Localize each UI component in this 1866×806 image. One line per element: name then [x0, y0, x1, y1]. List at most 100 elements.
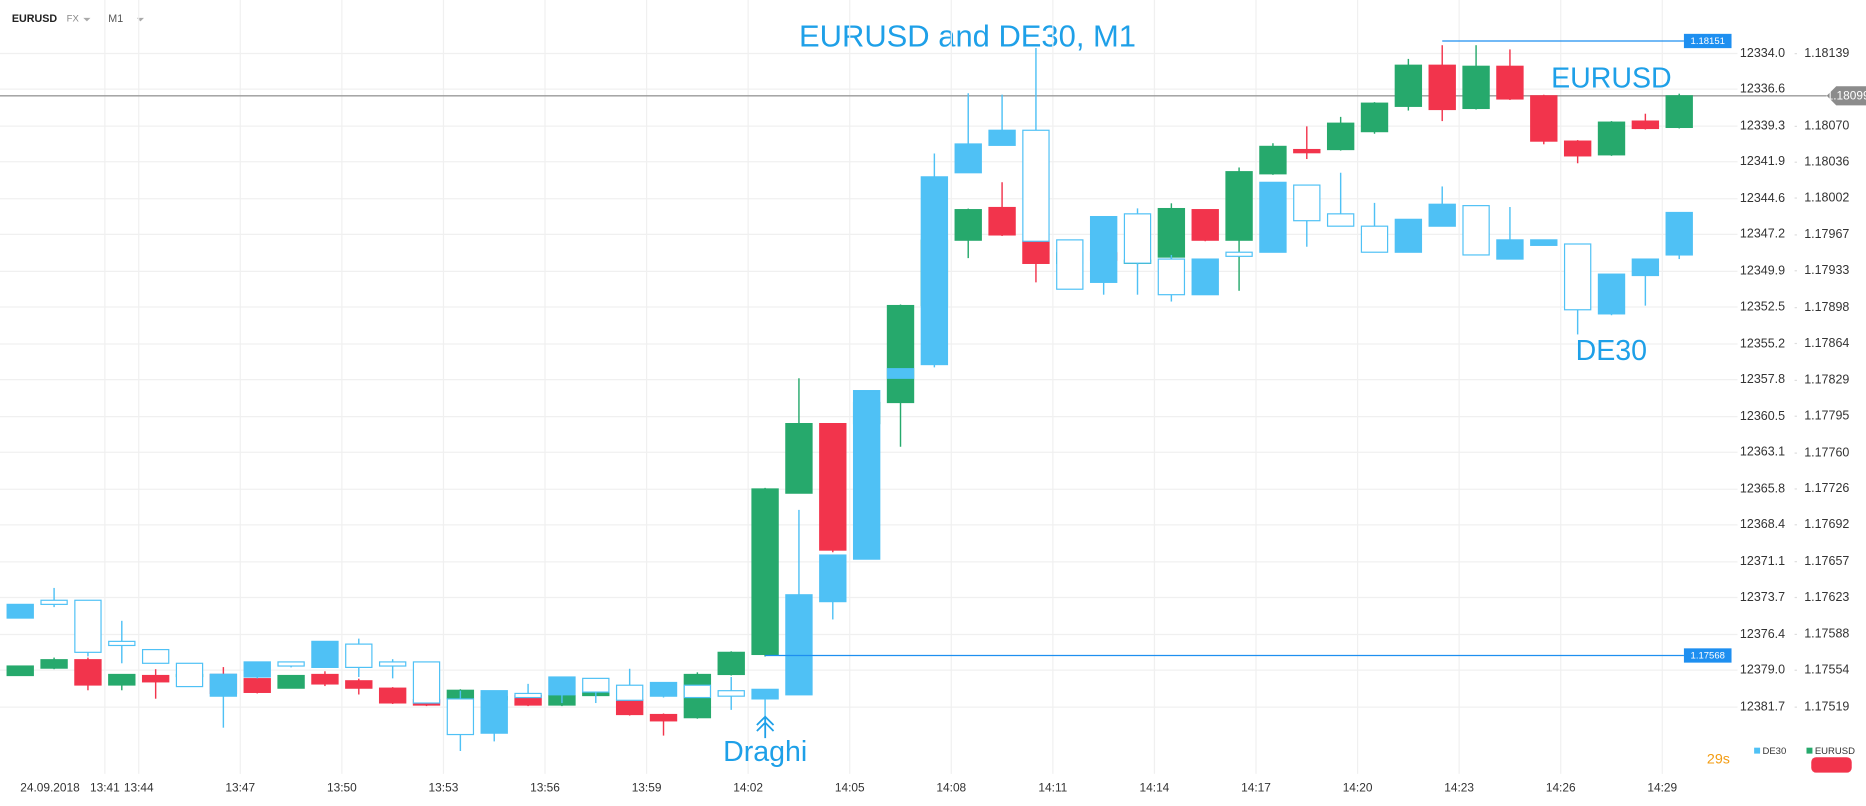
- y-tick-label: 12344.6: [1740, 191, 1785, 205]
- candle-body: [412, 661, 441, 704]
- current-price-tag: [1826, 86, 1866, 106]
- candle-body: [1293, 148, 1321, 154]
- y2-tick-label: 1.17829: [1804, 373, 1849, 387]
- caret: [83, 17, 91, 22]
- candle-body: [1225, 251, 1253, 257]
- x-tick-label: 14:17: [1241, 780, 1271, 794]
- x-tick-label: 14:23: [1444, 780, 1474, 794]
- candle-body: [514, 692, 542, 699]
- candle-body: [311, 673, 339, 685]
- candle-body: [1326, 213, 1355, 227]
- candle-body: [1530, 239, 1558, 246]
- candle-body: [446, 698, 475, 736]
- price-tag: [1683, 33, 1732, 49]
- price-tag-label: 1.17568: [1691, 651, 1725, 662]
- candle-body: [1225, 171, 1253, 241]
- candle-body: [243, 678, 271, 693]
- candle-body: [378, 687, 407, 704]
- legend-label: EURUSD: [1815, 746, 1855, 757]
- candle-body: [243, 661, 271, 678]
- candle-body: [852, 390, 881, 560]
- x-tick-label: 13:47: [225, 780, 255, 794]
- y2-tick-label: 1.17726: [1804, 481, 1849, 495]
- candle-body: [1631, 120, 1660, 130]
- candle-body: [1496, 65, 1524, 100]
- candle-body: [920, 176, 949, 366]
- interval[interactable]: M1: [108, 13, 123, 25]
- candle-body: [1394, 218, 1423, 253]
- x-tick-label: 14:11: [1038, 780, 1067, 794]
- legend-swatch: [1754, 747, 1761, 754]
- y2-tick-label: 1.17692: [1804, 517, 1849, 531]
- candle-body: [1022, 240, 1050, 264]
- candle-body: [1563, 140, 1592, 157]
- candle-body: [141, 674, 170, 683]
- candle-body: [548, 676, 576, 696]
- candle-body: [717, 690, 745, 697]
- date-label: 24.09.2018: [20, 780, 80, 794]
- candle-body: [1597, 273, 1626, 315]
- candle-body: [1428, 203, 1456, 227]
- symbol[interactable]: EURUSD: [12, 13, 57, 25]
- y-tick-label: 12349.9: [1740, 264, 1785, 278]
- y2-tick-label: 1.17967: [1804, 227, 1849, 241]
- x-tick-label: 13:59: [632, 780, 662, 794]
- candle-body: [1462, 205, 1490, 256]
- y-tick-label: 12355.2: [1740, 336, 1785, 350]
- candle-body: [108, 673, 136, 686]
- candle-body: [1428, 64, 1456, 111]
- candle-body: [886, 304, 915, 404]
- y-tick-label: 12373.7: [1740, 590, 1785, 604]
- candle-body: [277, 674, 305, 689]
- legend-badge[interactable]: [1811, 757, 1852, 773]
- candle-body: [615, 699, 644, 716]
- y2-tick-label: 1.18139: [1804, 46, 1849, 60]
- y2-tick-label: 1.17519: [1804, 699, 1849, 713]
- y-tick-label: 12352.5: [1740, 299, 1785, 313]
- market[interactable]: FX: [67, 14, 80, 25]
- current-price-label: 1.18099: [1827, 89, 1866, 103]
- candle-body: [1259, 145, 1287, 175]
- y2-tick-label: 1.17864: [1804, 336, 1849, 350]
- y2-tick-label: 1.17554: [1804, 663, 1849, 677]
- candle-body: [1056, 239, 1084, 290]
- candle-body: [717, 651, 745, 676]
- price-tag: [1683, 648, 1732, 663]
- y2-tick-label: 1.17795: [1804, 409, 1849, 423]
- y-tick-label: 12368.4: [1740, 517, 1785, 531]
- candle-body: [683, 684, 712, 699]
- candle-body: [1157, 258, 1186, 296]
- candle-body: [954, 209, 982, 241]
- annotation-arrow: [756, 715, 775, 739]
- candle-body: [988, 129, 1016, 146]
- candle-body: [378, 661, 407, 667]
- series-1: [6, 48, 1693, 751]
- y-tick-label: 12336.6: [1740, 81, 1785, 95]
- candle-body: [649, 681, 678, 697]
- candle-body: [1530, 95, 1558, 142]
- candle-body: [1665, 211, 1693, 256]
- candle-body: [6, 665, 34, 677]
- x-tick-label: 13:56: [530, 780, 560, 794]
- candle-body: [1157, 207, 1186, 258]
- chart-title: EURUSD and DE30, M1: [799, 18, 1136, 53]
- y2-tick-label: 1.18036: [1804, 154, 1849, 168]
- y-tick-label: 12381.7: [1740, 699, 1785, 713]
- candle-body: [277, 661, 305, 667]
- x-tick-label: 14:14: [1140, 780, 1170, 794]
- candle-body: [6, 603, 34, 619]
- legend-label: DE30: [1762, 746, 1786, 757]
- candle-body: [751, 688, 779, 700]
- y-tick-label: 12347.2: [1740, 227, 1785, 241]
- x-tick-label: 13:50: [327, 780, 357, 794]
- candle-body: [819, 554, 847, 603]
- y-tick-label: 12360.5: [1740, 409, 1785, 423]
- candle-body: [40, 659, 68, 669]
- annotation: EURUSD: [1551, 62, 1672, 94]
- candle-body: [1496, 239, 1524, 260]
- candle-body: [886, 368, 915, 379]
- x-tick-label: 13:44: [124, 780, 154, 794]
- candle-body: [74, 659, 102, 686]
- caret: [136, 17, 144, 22]
- y-tick-label: 12371.1: [1740, 554, 1785, 568]
